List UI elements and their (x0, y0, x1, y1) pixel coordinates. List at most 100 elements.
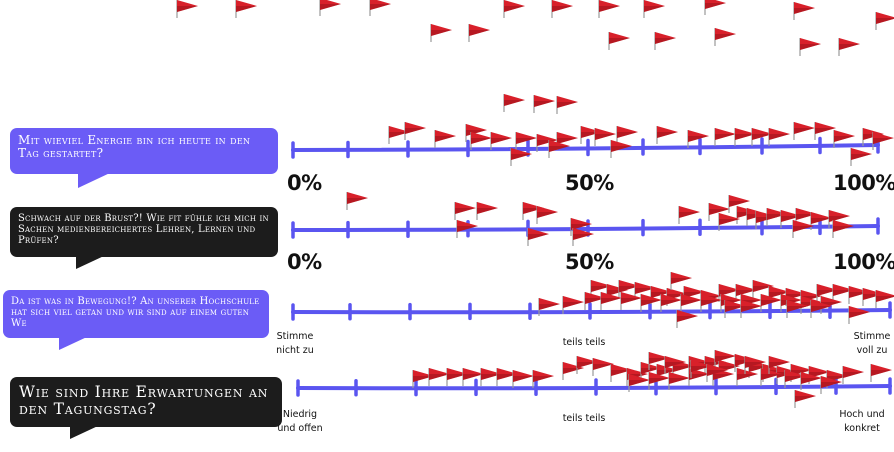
flag-marker[interactable] (654, 32, 676, 50)
flag-marker[interactable] (728, 195, 750, 213)
flag-marker[interactable] (538, 298, 560, 316)
question-text: Schwach auf der Brust?! Wie fit fühle ic… (18, 213, 269, 247)
flag-marker[interactable] (656, 126, 678, 144)
flag-marker[interactable] (346, 192, 368, 210)
scale-label-max: Hoch und konkret (839, 409, 885, 434)
flag-marker[interactable] (454, 202, 476, 220)
flag-marker[interactable] (468, 24, 490, 42)
flag-marker[interactable] (760, 368, 782, 386)
flag-marker[interactable] (687, 130, 709, 148)
flag-marker[interactable] (428, 368, 450, 386)
flag-marker[interactable] (838, 38, 860, 56)
flag-marker[interactable] (616, 126, 638, 144)
flag-marker[interactable] (434, 130, 456, 148)
flag-marker[interactable] (704, 0, 726, 15)
flag-marker[interactable] (848, 306, 870, 324)
flag-marker[interactable] (680, 294, 702, 312)
flag-marker[interactable] (706, 364, 728, 382)
flag-marker[interactable] (714, 28, 736, 46)
flag-marker[interactable] (714, 128, 736, 146)
flag-marker[interactable] (430, 24, 452, 42)
flag-marker[interactable] (700, 294, 722, 312)
flag-marker[interactable] (490, 132, 512, 150)
flag-marker[interactable] (643, 0, 665, 18)
flag-marker[interactable] (820, 376, 842, 394)
flag-marker[interactable] (532, 370, 554, 388)
flag-marker[interactable] (510, 148, 532, 166)
flag-marker[interactable] (816, 284, 838, 302)
flag-marker[interactable] (744, 356, 766, 374)
flag-marker[interactable] (676, 310, 698, 328)
flag-marker[interactable] (536, 206, 558, 224)
flag-marker[interactable] (572, 228, 594, 246)
flag-marker[interactable] (786, 300, 808, 318)
flag-marker[interactable] (503, 94, 525, 112)
flag-marker[interactable] (620, 292, 642, 310)
flag-marker[interactable] (527, 228, 549, 246)
flag-marker[interactable] (512, 370, 534, 388)
flag-marker[interactable] (814, 122, 836, 140)
flag-marker[interactable] (548, 140, 570, 158)
flag-marker[interactable] (842, 366, 864, 384)
flag-marker[interactable] (598, 0, 620, 18)
flag-marker[interactable] (870, 364, 892, 382)
flag-marker[interactable] (734, 128, 756, 146)
flag-marker[interactable] (664, 356, 686, 374)
flag-marker[interactable] (533, 95, 555, 113)
flag-marker[interactable] (792, 220, 814, 238)
flag-marker[interactable] (470, 132, 492, 150)
flag-marker[interactable] (875, 290, 894, 308)
flag-marker[interactable] (570, 218, 592, 236)
flag-marker[interactable] (592, 358, 614, 376)
flag-marker[interactable] (708, 203, 730, 221)
flag-marker[interactable] (793, 2, 815, 20)
flag-marker[interactable] (751, 128, 773, 146)
flag-marker[interactable] (640, 294, 662, 312)
flag-marker[interactable] (456, 220, 478, 238)
flag-marker[interactable] (833, 130, 855, 148)
flag-marker[interactable] (628, 374, 650, 392)
flag-marker[interactable] (404, 122, 426, 140)
flag-marker[interactable] (800, 372, 822, 390)
flag-marker[interactable] (718, 213, 740, 231)
flag-marker[interactable] (793, 122, 815, 140)
flag-marker[interactable] (736, 368, 758, 386)
flag-marker[interactable] (714, 350, 736, 368)
flag-marker[interactable] (794, 390, 816, 408)
flag-marker[interactable] (235, 0, 257, 18)
flag-marker[interactable] (810, 212, 832, 230)
flag-marker[interactable] (740, 300, 762, 318)
flag-marker[interactable] (768, 356, 790, 374)
flag-marker[interactable] (594, 128, 616, 146)
flag-marker[interactable] (850, 148, 872, 166)
flag-marker[interactable] (678, 206, 700, 224)
flag-marker[interactable] (369, 0, 391, 16)
flag-markers[interactable] (176, 0, 894, 408)
flag-marker[interactable] (660, 294, 682, 312)
flag-marker[interactable] (462, 368, 484, 386)
flag-marker[interactable] (476, 202, 498, 220)
flag-marker[interactable] (875, 12, 894, 30)
flag-marker[interactable] (562, 296, 584, 314)
flag-marker[interactable] (648, 372, 670, 390)
flag-marker[interactable] (556, 96, 578, 114)
flag-marker[interactable] (176, 0, 198, 18)
flag-marker[interactable] (608, 32, 630, 50)
flag-marker[interactable] (562, 362, 584, 380)
flag-marker[interactable] (670, 272, 692, 290)
flag-marker[interactable] (872, 132, 894, 150)
flag-marker[interactable] (503, 0, 525, 18)
flag-marker[interactable] (668, 372, 690, 390)
flag-marker[interactable] (799, 38, 821, 56)
flag-marker[interactable] (600, 292, 622, 310)
scale-label-max: 100% (833, 171, 894, 195)
flag-marker[interactable] (515, 132, 537, 150)
flag-marker[interactable] (610, 140, 632, 158)
flag-marker[interactable] (768, 128, 790, 146)
flag-marker[interactable] (810, 300, 832, 318)
flag-marker[interactable] (551, 0, 573, 18)
flag-marker[interactable] (832, 220, 854, 238)
flag-marker[interactable] (760, 294, 782, 312)
flag-marker[interactable] (319, 0, 341, 16)
flag-marker[interactable] (718, 284, 740, 302)
